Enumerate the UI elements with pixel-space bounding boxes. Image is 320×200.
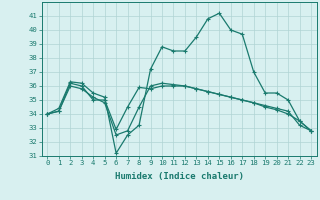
X-axis label: Humidex (Indice chaleur): Humidex (Indice chaleur) <box>115 172 244 181</box>
